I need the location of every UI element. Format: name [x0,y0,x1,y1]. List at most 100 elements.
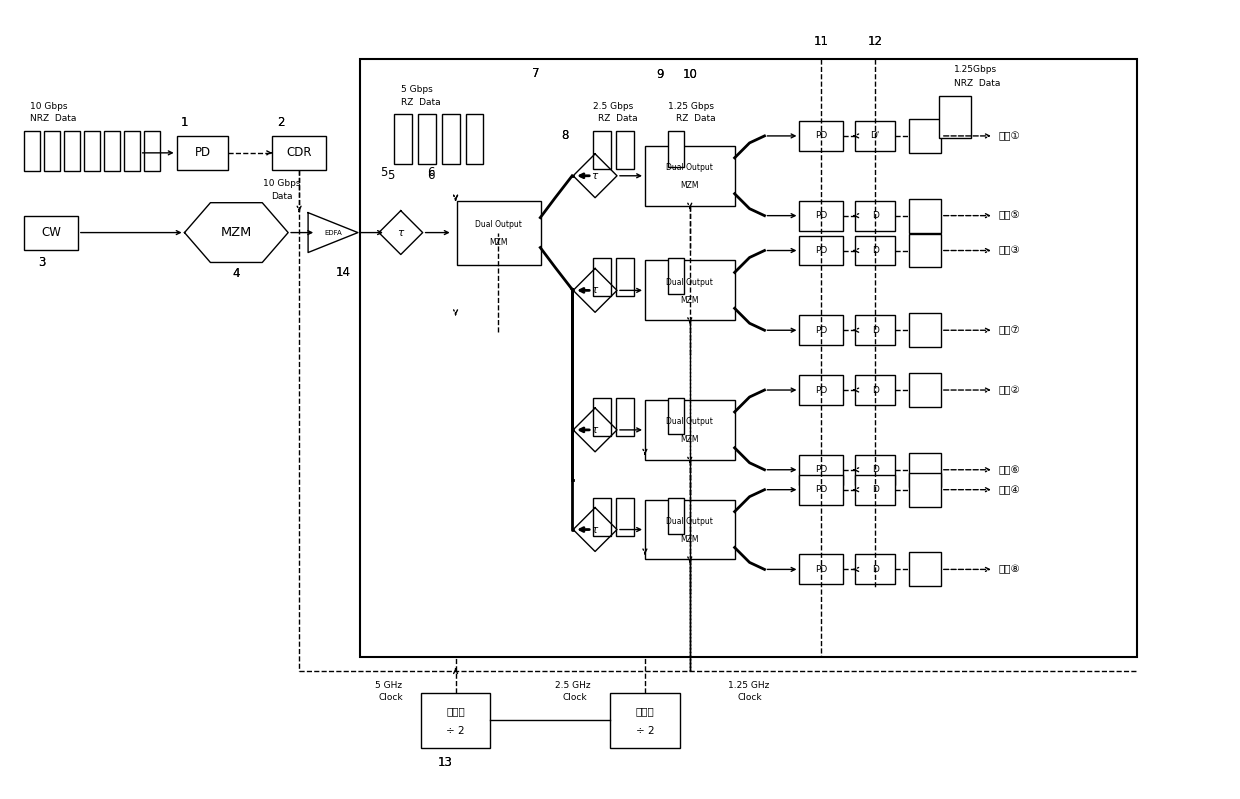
Text: PD: PD [195,146,211,159]
Text: $\tau$: $\tau$ [591,171,599,181]
Text: NRZ  Data: NRZ Data [954,78,1001,88]
FancyBboxPatch shape [273,136,326,170]
FancyBboxPatch shape [84,131,99,171]
Text: ÷ 2: ÷ 2 [446,725,465,736]
Text: 9: 9 [656,68,663,81]
Text: D: D [872,386,879,395]
Text: 信道②: 信道② [998,385,1021,395]
FancyBboxPatch shape [645,146,734,205]
Text: 3: 3 [38,256,46,269]
Text: 6: 6 [427,169,434,182]
FancyBboxPatch shape [909,199,941,233]
FancyBboxPatch shape [668,131,683,167]
FancyBboxPatch shape [856,316,895,345]
Text: Dual Output: Dual Output [475,220,522,229]
FancyBboxPatch shape [610,693,680,748]
FancyBboxPatch shape [800,555,843,584]
Text: D: D [872,246,879,255]
Text: 1.25 GHz: 1.25 GHz [728,681,769,690]
Text: 7: 7 [532,66,539,80]
Text: 14: 14 [336,266,351,279]
Text: D': D' [870,131,880,141]
Text: $\tau$: $\tau$ [397,228,405,237]
Text: 8: 8 [562,129,569,142]
FancyBboxPatch shape [856,475,895,505]
Text: 10 Gbps: 10 Gbps [30,101,67,110]
FancyBboxPatch shape [909,473,941,507]
FancyBboxPatch shape [800,201,843,231]
Text: D: D [872,465,879,475]
Text: 信道⑧: 信道⑧ [998,564,1021,574]
FancyBboxPatch shape [668,398,683,434]
FancyBboxPatch shape [616,131,634,169]
Text: Dual Output: Dual Output [666,163,713,173]
FancyBboxPatch shape [800,316,843,345]
Text: PD: PD [815,485,827,495]
Text: 分频器: 分频器 [446,706,465,716]
Text: 2: 2 [278,117,285,129]
FancyBboxPatch shape [441,114,460,164]
Text: 13: 13 [438,756,453,769]
Text: PD: PD [815,211,827,221]
FancyBboxPatch shape [104,131,120,171]
FancyBboxPatch shape [616,398,634,436]
FancyBboxPatch shape [456,201,542,265]
Text: PD: PD [815,326,827,335]
FancyBboxPatch shape [856,555,895,584]
Text: 12: 12 [868,34,883,48]
FancyBboxPatch shape [939,96,971,138]
Text: 5: 5 [387,169,394,182]
Text: MZM: MZM [489,238,507,247]
FancyBboxPatch shape [465,114,484,164]
FancyBboxPatch shape [909,552,941,586]
Text: D: D [872,565,879,574]
Text: Data: Data [272,193,293,201]
Text: 4: 4 [233,267,241,280]
FancyBboxPatch shape [668,498,683,534]
FancyBboxPatch shape [24,131,40,171]
Text: Clock: Clock [562,694,587,702]
Text: 5 GHz: 5 GHz [374,681,402,690]
FancyBboxPatch shape [593,398,611,436]
Text: PD: PD [815,386,827,395]
Text: 信道⑥: 信道⑥ [998,465,1021,475]
Text: Dual Output: Dual Output [666,417,713,427]
Text: 11: 11 [813,34,828,48]
FancyBboxPatch shape [909,119,941,153]
Text: D: D [872,485,879,495]
Text: 3: 3 [38,256,46,269]
Text: 信道⑤: 信道⑤ [998,211,1021,221]
FancyBboxPatch shape [856,236,895,265]
Text: 信道③: 信道③ [998,245,1021,256]
FancyBboxPatch shape [856,375,895,405]
Text: 6: 6 [427,166,434,179]
FancyBboxPatch shape [909,233,941,268]
FancyBboxPatch shape [800,455,843,485]
Text: 1.25Gbps: 1.25Gbps [954,65,997,74]
FancyBboxPatch shape [420,693,491,748]
Text: Dual Output: Dual Output [666,278,713,287]
FancyBboxPatch shape [645,260,734,320]
Text: 1.25 Gbps: 1.25 Gbps [668,101,714,110]
FancyBboxPatch shape [616,498,634,535]
Text: 信道④: 信道④ [998,485,1021,495]
FancyBboxPatch shape [24,216,78,249]
Text: 14: 14 [336,266,351,279]
Text: 2.5 Gbps: 2.5 Gbps [593,101,634,110]
FancyBboxPatch shape [176,136,228,170]
Text: 5: 5 [381,166,388,179]
FancyBboxPatch shape [800,475,843,505]
Text: RZ  Data: RZ Data [676,114,715,124]
Text: 9: 9 [656,68,663,81]
Text: PD: PD [815,565,827,574]
FancyBboxPatch shape [593,131,611,169]
FancyBboxPatch shape [800,121,843,151]
FancyBboxPatch shape [668,259,683,294]
Text: 13: 13 [438,756,453,769]
FancyBboxPatch shape [800,236,843,265]
Text: 8: 8 [562,129,569,142]
Text: 10: 10 [682,68,697,81]
FancyBboxPatch shape [909,313,941,348]
FancyBboxPatch shape [856,121,895,151]
Text: RZ  Data: RZ Data [401,97,440,106]
